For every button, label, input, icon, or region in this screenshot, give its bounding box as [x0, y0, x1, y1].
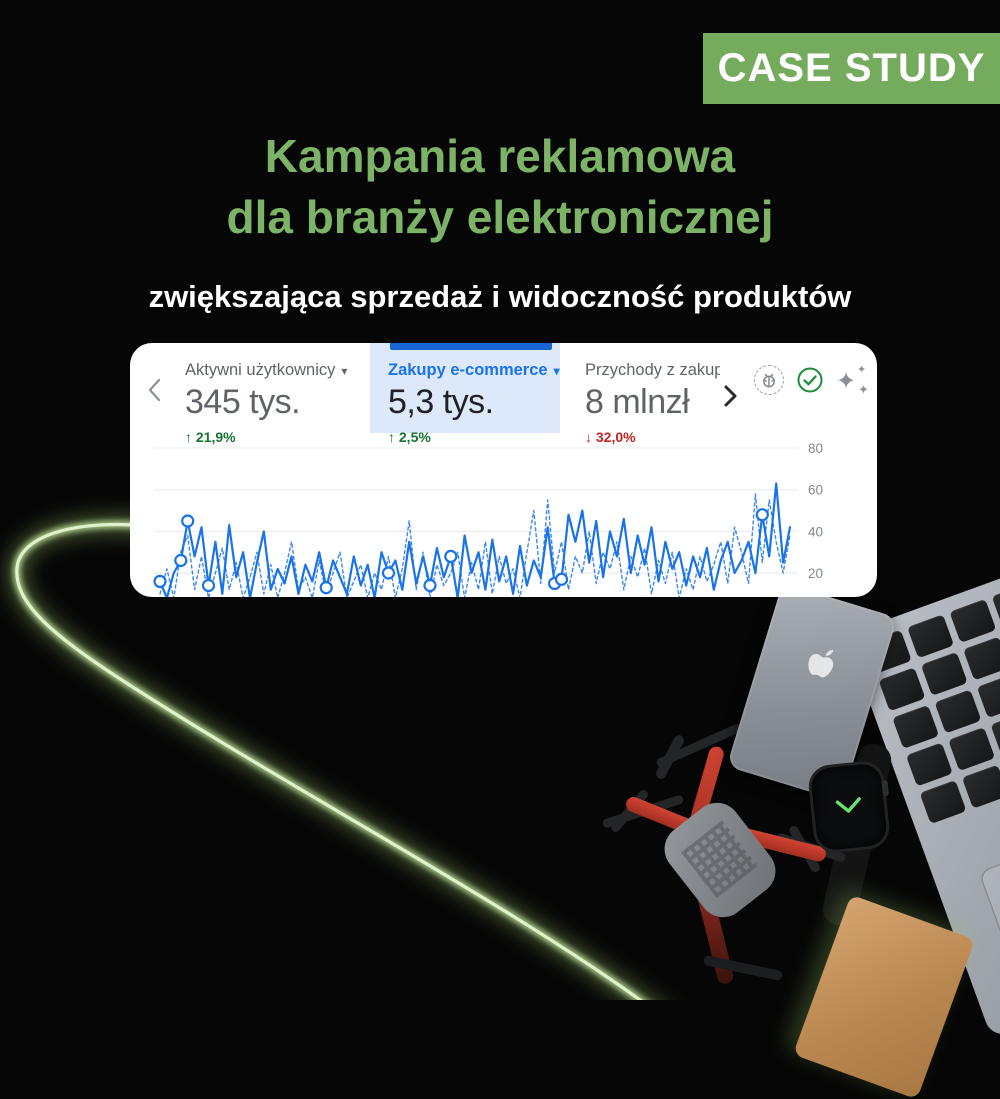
smartwatch — [809, 762, 890, 852]
anomaly-detection-icon[interactable] — [754, 365, 784, 395]
check-circle-icon[interactable] — [796, 366, 824, 394]
metric-value: 5,3 tys. — [388, 383, 494, 421]
metric-delta: 21,9% — [195, 429, 236, 445]
analytics-line-chart: 20 40 60 80 — [153, 441, 823, 597]
page-title: Kampania reklamowa dla branży elektronic… — [0, 126, 1000, 248]
smartwatch-check-icon — [835, 797, 861, 813]
caret-down-icon[interactable]: ▾ — [553, 364, 560, 378]
forward-chevron-icon[interactable] — [718, 381, 742, 411]
svg-text:60: 60 — [808, 483, 823, 498]
back-chevron-icon[interactable] — [142, 373, 168, 407]
selected-tab-indicator — [390, 343, 552, 350]
metric-value: 8 mlnzł — [585, 383, 690, 421]
metric-ecommerce-purchases[interactable]: Zakupy e-commerce ▾ 5,3 tys. ↑ 2,5% — [370, 343, 560, 445]
title-line-2: dla branży elektronicznej — [226, 191, 774, 243]
svg-text:20: 20 — [808, 566, 823, 581]
svg-text:40: 40 — [808, 524, 823, 539]
caret-down-icon[interactable]: ▾ — [341, 364, 348, 378]
metric-label: Zakupy e-commerce — [388, 361, 548, 379]
arrow-up-icon: ↑ — [388, 429, 395, 445]
apple-logo-icon — [808, 649, 834, 678]
badge-label: CASE STUDY — [717, 46, 986, 90]
arrow-up-icon: ↑ — [185, 429, 192, 445]
title-line-1: Kampania reklamowa — [264, 130, 736, 182]
smartwatch-crown — [881, 779, 890, 797]
laptop-trackpad — [978, 799, 1000, 1013]
green-glow-swoosh — [7, 515, 656, 1000]
metric-label: Aktywni użytkownicy — [185, 361, 336, 379]
analytics-card: Aktywni użytkownicy ▾ 345 tys. ↑ 21,9% Za… — [130, 343, 877, 597]
metric-delta: 2,5% — [398, 429, 431, 445]
card-icon-row: ✦ ✦ ✦ — [754, 363, 874, 399]
arrow-down-icon: ↓ — [585, 429, 592, 445]
metric-label: Przychody z zakupów — [585, 361, 720, 379]
metric-value: 345 tys. — [185, 383, 301, 421]
metric-purchase-revenue[interactable]: Przychody z zakupów 8 mlnzł ↓ 32,0% — [585, 343, 720, 451]
svg-text:80: 80 — [808, 441, 823, 456]
metric-delta: 32,0% — [595, 429, 636, 445]
sparkle-ai-icon[interactable]: ✦ ✦ ✦ — [836, 364, 869, 397]
electronics-photo — [601, 487, 1000, 1099]
metric-active-users[interactable]: Aktywni użytkownicy ▾ 345 tys. ↑ 21,9% — [185, 343, 347, 451]
smartphone — [726, 582, 898, 802]
page-subtitle: zwiększająca sprzedaż i widoczność produ… — [148, 279, 852, 314]
case-study-badge: CASE STUDY — [703, 33, 1000, 104]
